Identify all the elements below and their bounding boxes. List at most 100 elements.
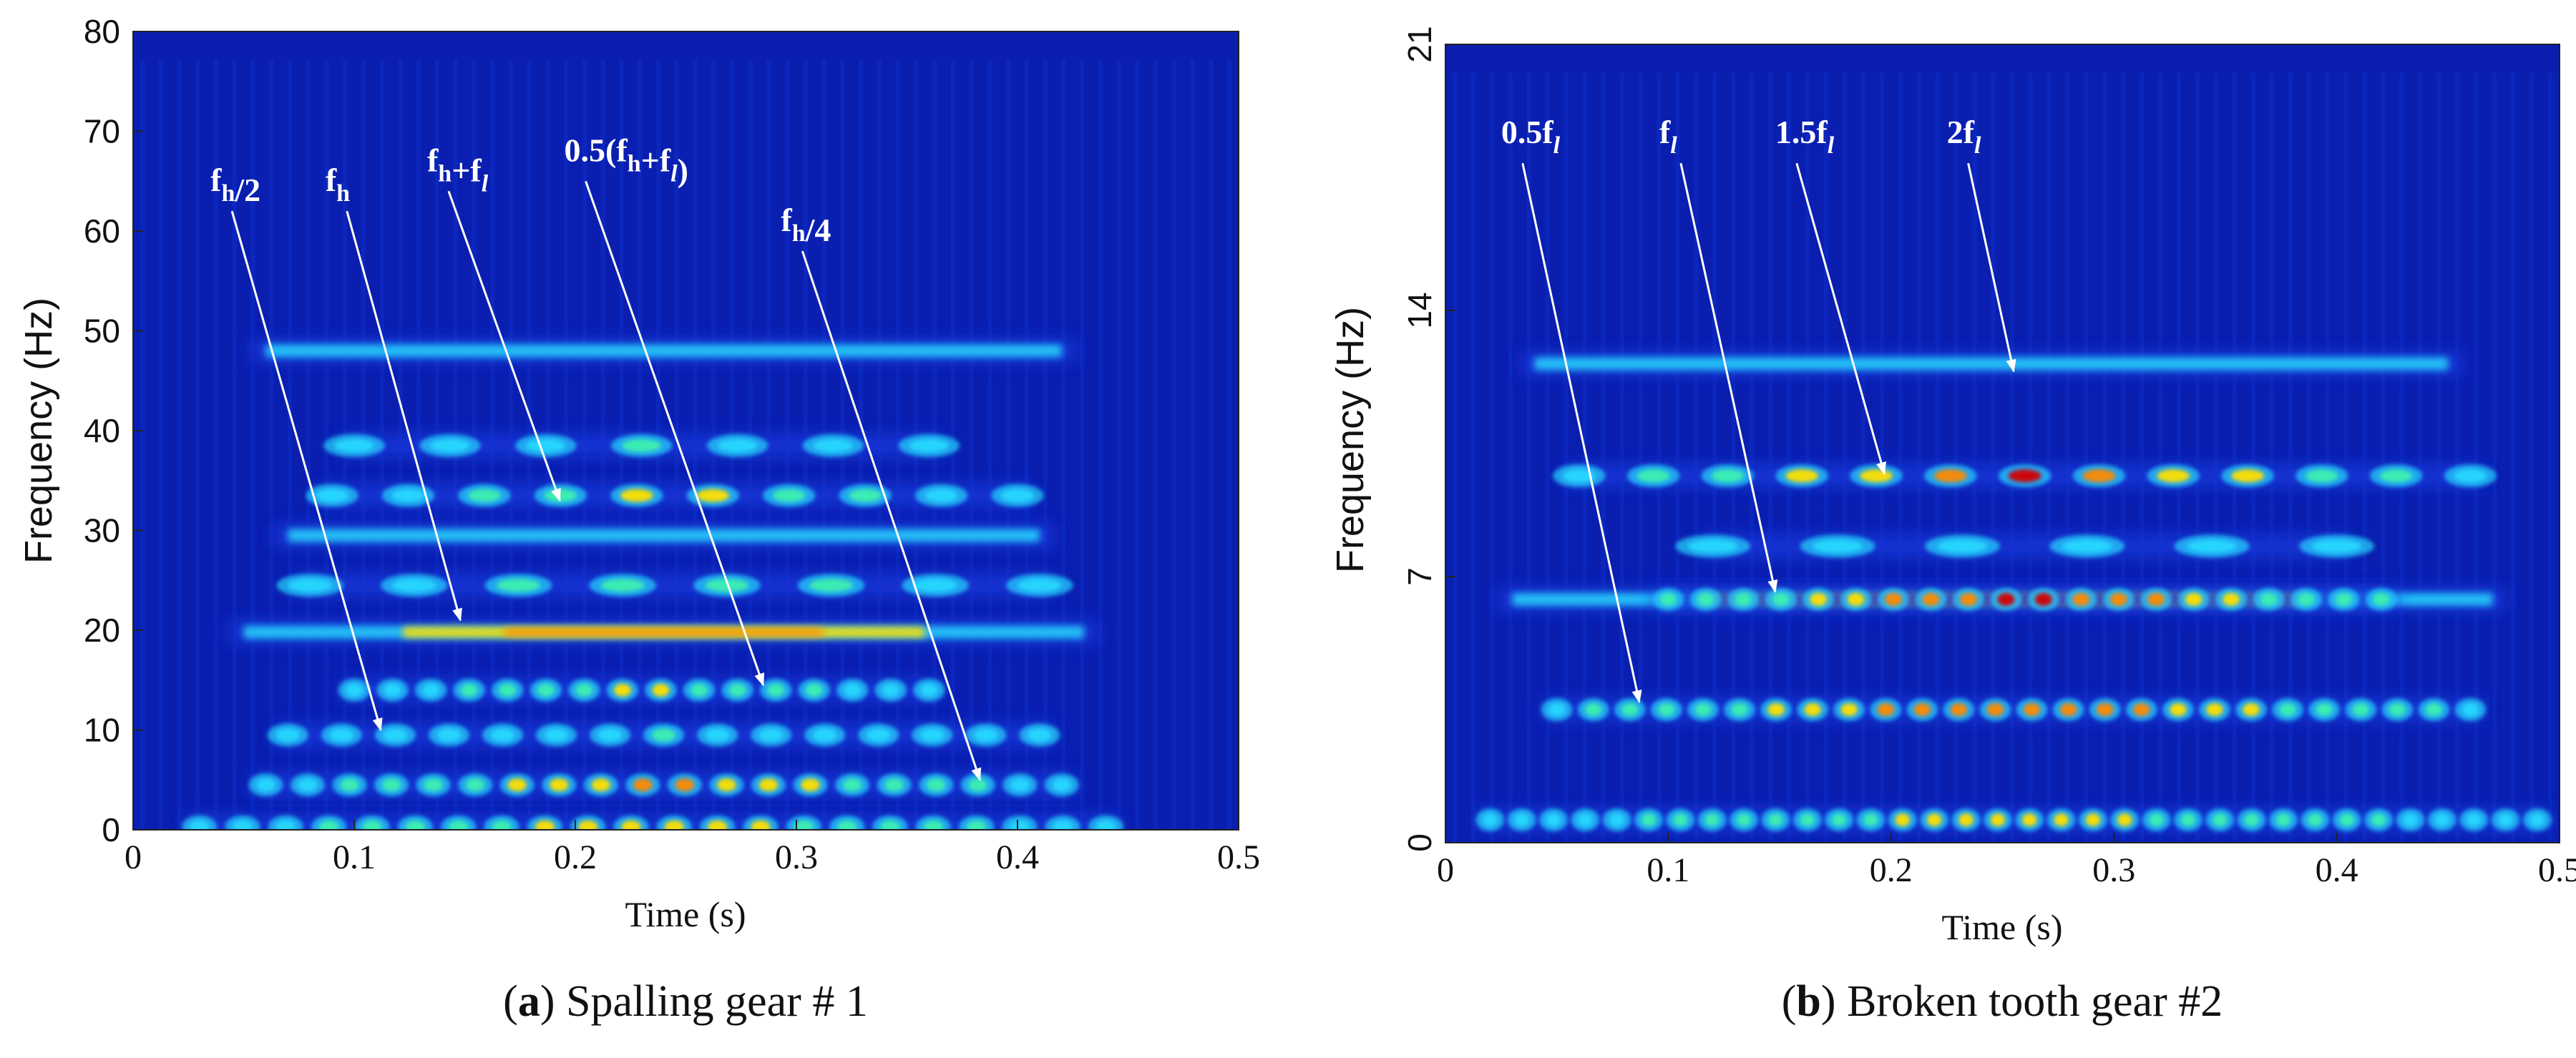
band-spot: [836, 820, 857, 830]
annotation-label-b-0-text: 0.5f: [1501, 114, 1554, 150]
band-spot: [1768, 813, 1783, 827]
annotation-arrow: [230, 210, 383, 732]
band-spot: [362, 820, 382, 830]
band-spot: [1804, 703, 1821, 716]
texture-stripe: [2529, 73, 2534, 843]
texture-stripe: [1116, 60, 1121, 830]
band-spot: [1810, 592, 1828, 606]
texture-stripe: [1991, 73, 1996, 843]
y-tick-label: 70: [84, 113, 120, 150]
band-spot: [2244, 813, 2260, 827]
x-tick-label: 0.5: [1217, 838, 1260, 876]
band-spot: [2021, 813, 2037, 827]
band-spot: [1877, 703, 1895, 716]
band-spot: [1785, 469, 1819, 483]
texture-stripe: [1470, 73, 1475, 843]
texture-stripe: [1860, 73, 1865, 843]
annotation-label-a-3: 0.5(fh+fl): [565, 132, 688, 188]
band-spot: [526, 439, 566, 452]
band-spot: [652, 683, 670, 697]
band-spot: [256, 778, 275, 792]
texture-stripe: [2269, 73, 2274, 843]
texture-stripe: [1879, 73, 1884, 843]
band-spot: [2275, 813, 2291, 827]
texture-stripe: [2436, 73, 2441, 843]
band-spot: [2180, 813, 2196, 827]
band-spot: [1772, 592, 1790, 606]
x-tick-label: 0.3: [2092, 851, 2135, 889]
texture-stripe: [1972, 73, 1977, 843]
band-spot: [329, 728, 354, 742]
texture-stripe: [1953, 73, 1958, 843]
band-spot: [492, 820, 512, 830]
band-spot: [1028, 728, 1052, 742]
texture-stripe: [1061, 60, 1066, 830]
band-spot: [2389, 703, 2406, 716]
band-spot: [499, 683, 517, 697]
band-spot: [1694, 703, 1712, 716]
band-a-0: [251, 339, 1076, 363]
band-spot: [2096, 703, 2114, 716]
band-a-7: [267, 723, 1060, 747]
texture-stripe: [1619, 73, 1624, 843]
band-spot: [405, 820, 426, 830]
band-spot: [812, 728, 837, 742]
band-spot: [316, 489, 349, 502]
band-spot: [882, 683, 899, 697]
y-tick-label: 0: [102, 811, 120, 848]
band-spot: [1482, 813, 1498, 827]
band-spot: [2187, 539, 2238, 553]
y-axis-label-a: Frequency (Hz): [17, 298, 60, 564]
band-a-9: [182, 815, 1124, 830]
texture-stripe: [287, 60, 292, 830]
band-spot: [801, 778, 820, 792]
annotation-arrow: [447, 190, 561, 502]
band-a-4: [276, 574, 1073, 597]
band-spot: [1621, 703, 1639, 716]
texture-stripe: [1935, 73, 1940, 843]
band-spot: [535, 820, 555, 830]
texture-stripe: [1675, 73, 1680, 843]
band-spot: [1958, 813, 1974, 827]
annotation-label-a-0-text: f: [210, 162, 222, 198]
band-spot: [813, 439, 854, 452]
texture-stripe: [1805, 73, 1810, 843]
band-spot: [2023, 703, 2041, 716]
band-spot: [884, 778, 904, 792]
texture-stripe: [1823, 73, 1828, 843]
annotation-label-a-1-text: f: [326, 162, 337, 198]
texture-stripe: [1582, 73, 1587, 843]
band-spot: [490, 728, 515, 742]
texture-stripe: [969, 60, 974, 830]
annotation-label-b-2-text: 1.5f: [1775, 114, 1828, 150]
axes-b: 0 0.1 0.2 0.3 0.4 0.5 0 7 14 21: [1401, 26, 2576, 889]
texture-stripe: [1712, 73, 1717, 843]
texture-stripe: [1694, 73, 1699, 843]
band-spot: [2117, 813, 2132, 827]
band-spot: [383, 728, 408, 742]
texture-stripe: [2213, 73, 2218, 843]
band-spot: [880, 820, 900, 830]
band-spot: [866, 728, 891, 742]
band-spot: [2157, 469, 2190, 483]
band-spot: [794, 820, 814, 830]
band-spot: [718, 439, 758, 452]
annotation-label-a-3-text: ): [678, 152, 688, 188]
y-tick-label: 20: [84, 612, 120, 649]
annotation-label-a-2-subscript: h: [438, 160, 452, 187]
texture-stripe: [1153, 60, 1158, 830]
band-spot: [2335, 592, 2353, 606]
band-spot: [2352, 703, 2370, 716]
texture-stripe: [2121, 73, 2126, 843]
x-tick-label: 0: [125, 838, 142, 876]
band-spot: [2059, 703, 2077, 716]
band-spot: [2212, 813, 2228, 827]
annotation-label-b-1-subscript: l: [1670, 132, 1677, 159]
texture-stripe: [1209, 60, 1214, 830]
texture-stripe: [2362, 73, 2367, 843]
band-spot: [2085, 813, 2101, 827]
band-spot: [1735, 592, 1752, 606]
texture-stripe: [2046, 73, 2051, 843]
band-spot: [707, 820, 728, 830]
